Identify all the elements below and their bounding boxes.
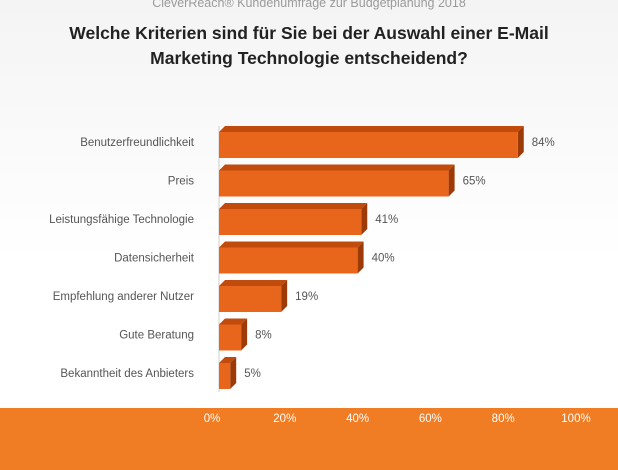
bar <box>219 324 242 351</box>
category-label: Benutzerfreundlichkeit <box>80 137 195 149</box>
value-label: 40% <box>372 253 395 265</box>
axis-band <box>0 408 618 470</box>
chart-title-line-1: Welche Kriterien sind für Sie bei der Au… <box>69 23 549 43</box>
chart-subtitle: CleverReach® Kundenumfrage zur Budgetpla… <box>152 0 466 10</box>
value-label: 65% <box>463 176 486 188</box>
bar <box>219 170 449 197</box>
bar-side-face <box>361 203 368 235</box>
category-label: Datensicherheit <box>114 253 195 265</box>
x-tick-label: 100% <box>561 413 590 425</box>
category-label: Bekanntheit des Anbieters <box>60 368 194 380</box>
x-tick-label: 0% <box>204 413 221 425</box>
bar-side-face <box>241 318 248 351</box>
chart-title: Welche Kriterien sind für Sie bei der Au… <box>0 21 618 71</box>
category-label: Preis <box>168 176 194 188</box>
bar-top-face <box>219 203 368 209</box>
bar <box>219 363 231 389</box>
chart-title-line-2: Marketing Technologie entscheidend? <box>150 48 468 68</box>
bar <box>219 286 282 312</box>
bar-side-face <box>357 241 364 274</box>
x-tick-label: 20% <box>273 413 296 425</box>
x-tick-label: 60% <box>419 413 442 425</box>
category-label: Gute Beratung <box>119 330 194 342</box>
bar-side-face <box>230 357 237 389</box>
value-label: 8% <box>255 330 272 342</box>
bar <box>219 132 518 158</box>
bar-side-face <box>448 164 455 197</box>
bar <box>219 209 362 235</box>
value-label: 84% <box>532 137 555 149</box>
category-label: Leistungsfähige Technologie <box>49 214 194 226</box>
category-label: Empfehlung anderer Nutzer <box>53 291 194 303</box>
x-tick-label: 40% <box>346 413 369 425</box>
bar-side-face <box>281 280 288 312</box>
bar-top-face <box>219 357 237 363</box>
value-label: 41% <box>375 214 398 226</box>
bar-top-face <box>219 280 288 286</box>
bar-top-face <box>219 241 364 248</box>
bar <box>219 247 358 274</box>
bar-top-face <box>219 318 248 325</box>
bar-side-face <box>517 126 524 158</box>
x-tick-label: 80% <box>492 413 515 425</box>
bar-top-face <box>219 126 524 132</box>
bar-top-face <box>219 164 455 171</box>
value-label: 5% <box>244 368 261 380</box>
value-label: 19% <box>295 291 318 303</box>
